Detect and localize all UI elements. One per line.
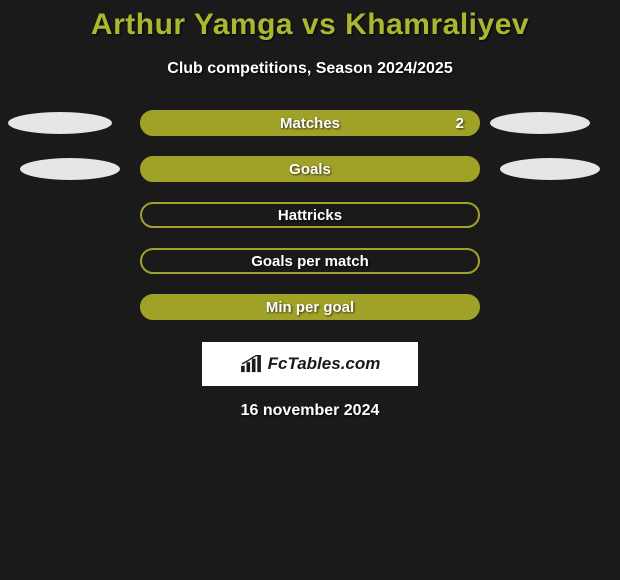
stat-value-right: 2 [456, 115, 464, 132]
stat-bar: Goals [140, 156, 480, 182]
stat-label: Matches [280, 115, 340, 132]
ellipse-right [490, 112, 590, 134]
comparison-infographic: Arthur Yamga vs Khamraliyev Club competi… [0, 0, 620, 420]
stat-row: Min per goal [0, 294, 620, 320]
stat-bar: Matches 2 [140, 110, 480, 136]
stat-label: Min per goal [266, 299, 354, 316]
stat-label: Goals [289, 161, 331, 178]
stat-label: Goals per match [251, 253, 369, 270]
subtitle: Club competitions, Season 2024/2025 [167, 60, 452, 78]
date-text: 16 november 2024 [241, 402, 380, 420]
ellipse-left [8, 112, 112, 134]
stat-row: Goals [0, 156, 620, 182]
ellipse-right [500, 158, 600, 180]
logo-text: FcTables.com [268, 354, 381, 374]
stat-row: Hattricks [0, 202, 620, 228]
stat-bar: Hattricks [140, 202, 480, 228]
chart-icon [240, 355, 262, 373]
stat-bar: Min per goal [140, 294, 480, 320]
ellipse-left [20, 158, 120, 180]
stat-row: Goals per match [0, 248, 620, 274]
main-title: Arthur Yamga vs Khamraliyev [91, 8, 529, 42]
stat-bar: Goals per match [140, 248, 480, 274]
stat-label: Hattricks [278, 207, 342, 224]
logo-box: FcTables.com [202, 342, 418, 386]
stat-row: Matches 2 [0, 110, 620, 136]
stat-rows: Matches 2 Goals Hattricks Goals per match Min… [0, 110, 620, 320]
